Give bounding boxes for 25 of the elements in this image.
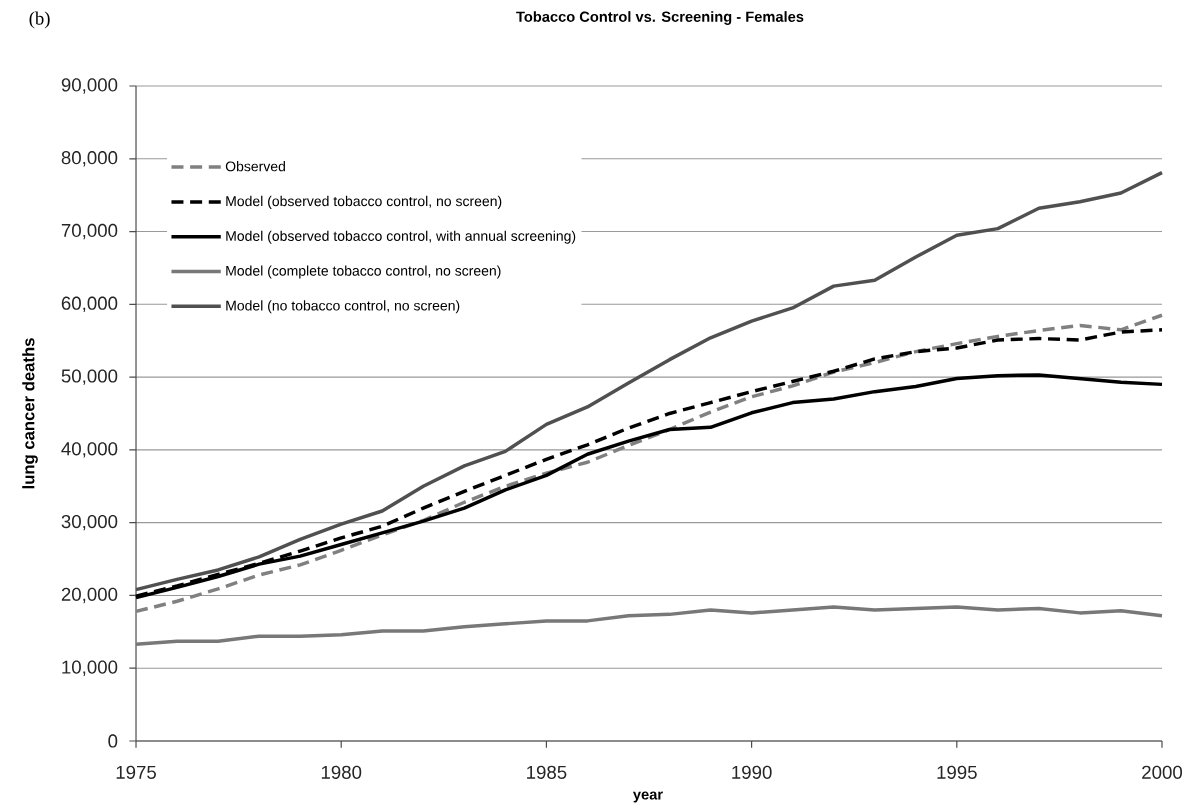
chart-title: Tobacco Control vs. Screening - Females <box>516 11 804 25</box>
y-tick-label: 10,000 <box>62 660 118 676</box>
x-tick-label: 2000 <box>1142 765 1183 779</box>
x-tick-label: 1980 <box>321 765 362 779</box>
x-tick-label: 1975 <box>116 765 156 779</box>
legend-label: Observed <box>225 161 285 172</box>
x-tick-label: 1985 <box>527 765 567 779</box>
y-tick-label: 90,000 <box>61 78 118 94</box>
legend-label: Model (complete tobacco control, no screen) <box>226 265 501 279</box>
y-tick-label: 80,000 <box>61 151 118 167</box>
text: (b) <box>29 11 50 29</box>
y-tick-label: 60,000 <box>61 296 118 313</box>
y-axis-title: lung cancer deaths <box>22 338 38 489</box>
y-tick-label: 40,000 <box>61 442 118 458</box>
x-tick-label: 1990 <box>732 765 772 779</box>
x-tick-label: 1995 <box>937 765 977 779</box>
y-tick-label: 50,000 <box>61 369 118 385</box>
y-tick-label: 0 <box>108 734 118 748</box>
legend-label: Model (observed tobacco control, no screen) <box>226 195 502 209</box>
y-tick-label: 70,000 <box>61 223 118 240</box>
legend-label: Model (observed tobacco control, with annual screening) <box>226 230 576 244</box>
legend-label: Model (no tobacco control, no screen) <box>226 300 460 314</box>
y-tick-label: 20,000 <box>61 587 118 604</box>
y-tick-label: 30,000 <box>61 514 118 531</box>
x-axis-title: year <box>632 791 663 803</box>
